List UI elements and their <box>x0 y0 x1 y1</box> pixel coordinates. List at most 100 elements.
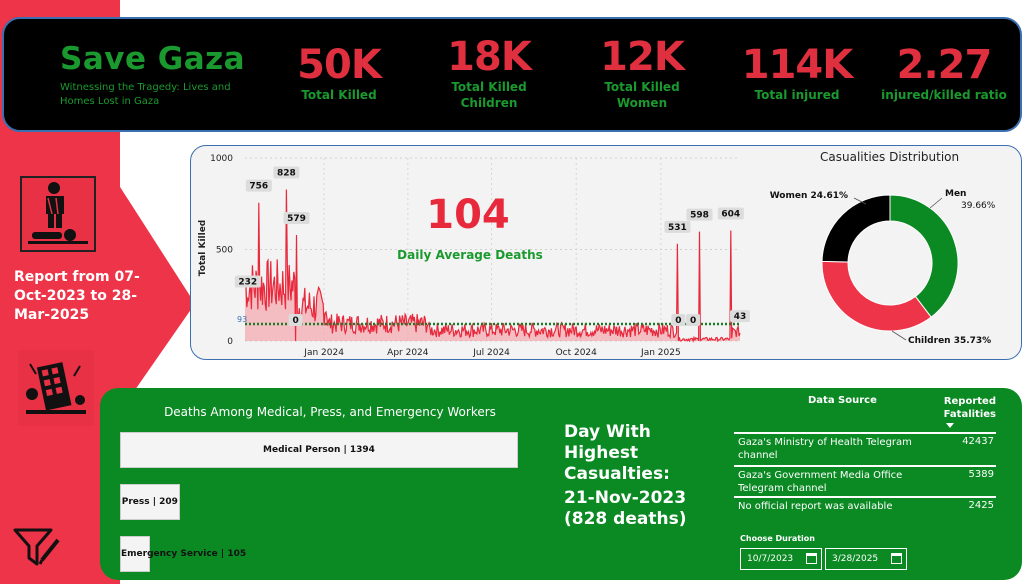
end-date-input[interactable]: 3/28/2025 <box>825 548 907 570</box>
leader-line <box>853 197 867 205</box>
row-fatalities: 5389 <box>968 469 994 480</box>
data-label: 531 <box>668 223 687 233</box>
data-label: 598 <box>690 211 709 221</box>
header-panel: Save Gaza Witnessing the Tragedy: Lives … <box>2 17 1022 132</box>
calendar-icon[interactable] <box>806 553 817 564</box>
data-label-box <box>234 275 261 288</box>
table-header-source[interactable]: Data Source <box>808 395 877 406</box>
kpi-value: 12K <box>600 34 685 80</box>
average-label: 93 <box>237 315 247 324</box>
donut-slice-men <box>889 194 959 318</box>
donut-label: Men <box>945 189 966 199</box>
table-header-fatalities[interactable]: Reported Fatalities <box>943 396 996 420</box>
kpi-value: 18K <box>447 34 532 80</box>
kpi-value: 2.27 <box>896 42 993 88</box>
casualties-distribution-donut: Men 39.66% Children 35.73% Women 24.61% <box>770 189 996 346</box>
report-period: Report from 07-Oct-2023 to 28-Mar-2025 <box>14 269 140 323</box>
data-label: 0 <box>675 316 681 326</box>
bar-medical-person[interactable]: Medical Person | 1394 <box>120 432 518 468</box>
daily-average-label: Daily Average Deaths <box>397 248 543 262</box>
row-source: Gaza's Ministry of Health Telegram chann… <box>738 437 912 461</box>
start-date-value: 10/7/2023 <box>747 554 794 564</box>
data-label-box <box>245 179 272 192</box>
leader-line <box>891 330 907 341</box>
workers-chart-title: Deaths Among Medical, Press, and Emergen… <box>164 405 496 419</box>
y-axis-label: Total Killed <box>198 220 208 277</box>
kpi-killed-children: 18K Total Killed Children <box>429 35 549 111</box>
data-label-box <box>664 220 691 233</box>
kpi-killed-women: 12K Total Killed Women <box>582 35 702 111</box>
table-row[interactable]: Gaza's Government Media Office Telegram … <box>734 465 996 494</box>
daily-average-value: 104 <box>426 192 510 238</box>
kpi-injured-killed-ratio: 2.27 injured/killed ratio <box>874 43 1014 103</box>
data-label: 0 <box>690 316 696 326</box>
daily-deaths-chart: 93 232 756 828 579 0 531 0 0 598 604 43 0 500 1000 Ja… <box>195 148 755 362</box>
kpi-label: Total Killed Women <box>604 80 680 110</box>
bar-label: Press | 209 <box>121 497 178 507</box>
data-label: 43 <box>734 312 747 322</box>
start-date-input[interactable]: 10/7/2023 <box>740 548 822 570</box>
kpi-label: Total injured <box>754 88 840 102</box>
pie-title: Casualities Distribution <box>820 150 960 164</box>
destroyed-building-icon <box>18 350 94 426</box>
x-tick-label: Apr 2024 <box>387 348 429 358</box>
kpi-value: 50K <box>297 42 382 88</box>
data-label-box <box>283 212 310 225</box>
row-fatalities: 2425 <box>968 500 994 511</box>
x-tick-label: Jan 2024 <box>303 348 344 358</box>
kpi-total-killed: 50K Total Killed <box>279 43 399 103</box>
data-label-box <box>273 166 300 179</box>
x-tick-label: Jan 2025 <box>640 348 681 358</box>
data-label: 604 <box>721 209 740 219</box>
y-tick-label: 0 <box>227 337 233 347</box>
bar-emergency-service[interactable]: Emergency Service | 105 <box>120 536 246 572</box>
data-label: 232 <box>238 278 257 288</box>
dashboard-subtitle: Witnessing the Tragedy: Lives and Homes … <box>60 82 231 107</box>
kpi-value: 114K <box>741 42 854 88</box>
leader-line <box>929 197 943 209</box>
y-tick-label: 1000 <box>210 154 233 164</box>
data-label-box <box>686 314 701 326</box>
donut-label: Children 35.73% <box>908 336 991 346</box>
data-label-box <box>671 314 686 326</box>
donut-slice-women <box>821 194 891 263</box>
highest-day-title: Day With Highest Casualties: <box>564 422 670 484</box>
x-tick-label: Jul 2024 <box>472 348 510 358</box>
highest-day-value: 21-Nov-2023 (828 deaths) <box>564 488 687 529</box>
kpi-total-injured: 114K Total injured <box>737 43 857 103</box>
brand: Save Gaza Witnessing the Tragedy: Lives … <box>60 41 260 109</box>
donut-slice-children <box>821 260 932 332</box>
end-date-value: 3/28/2025 <box>832 554 879 564</box>
row-fatalities: 42437 <box>962 436 994 447</box>
row-source: Gaza's Government Media Office Telegram … <box>738 470 903 494</box>
row-source: No official report was available <box>738 501 893 512</box>
table-row[interactable]: No official report was available 2425 <box>734 496 996 518</box>
donut-label: 39.66% <box>961 201 996 211</box>
calendar-icon[interactable] <box>891 553 902 564</box>
casualty-icon <box>20 176 96 252</box>
data-label-box <box>288 314 303 326</box>
table-row[interactable]: Gaza's Ministry of Health Telegram chann… <box>734 432 996 463</box>
kpi-label: Total Killed Children <box>451 80 527 110</box>
kpi-label: injured/killed ratio <box>881 88 1007 102</box>
kpi-label: Total Killed <box>301 88 377 102</box>
data-label: 756 <box>249 182 268 192</box>
donut-label: Women 24.61% <box>770 191 848 201</box>
data-label: 0 <box>292 316 298 326</box>
bar-press[interactable]: Press | 209 <box>120 484 180 520</box>
data-label: 828 <box>277 168 296 178</box>
y-tick-label: 500 <box>216 246 233 256</box>
x-tick-label: Oct 2024 <box>556 348 598 358</box>
series-line <box>244 189 741 344</box>
dashboard-title: Save Gaza <box>60 41 246 77</box>
data-label-box <box>730 310 750 323</box>
bar-label: Medical Person | 1394 <box>263 445 375 455</box>
sort-desc-icon[interactable] <box>946 423 954 428</box>
filter-icon[interactable] <box>12 524 62 570</box>
data-label: 579 <box>287 214 306 224</box>
duration-label: Choose Duration <box>740 534 815 543</box>
data-label-box <box>717 207 744 220</box>
bar-label: Emergency Service | 105 <box>121 549 247 559</box>
